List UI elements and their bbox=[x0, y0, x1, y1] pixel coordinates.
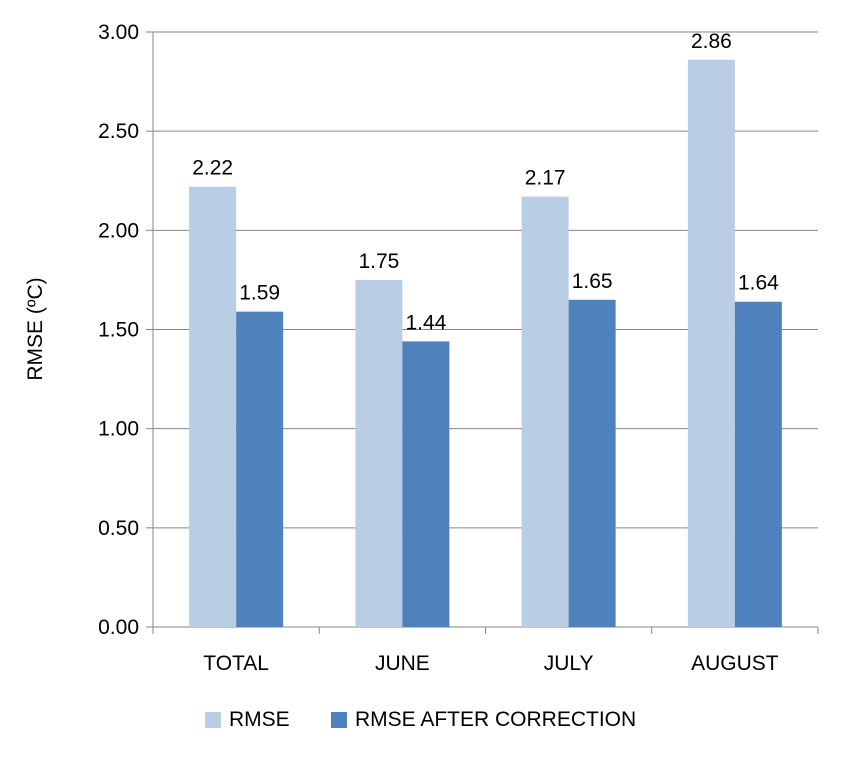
data-label: 1.44 bbox=[405, 311, 446, 334]
y-tick-label: 1.50 bbox=[98, 319, 139, 342]
y-tick-label: 2.50 bbox=[98, 120, 139, 143]
data-label: 2.86 bbox=[691, 30, 732, 53]
x-tick-label: JULY bbox=[544, 652, 594, 675]
bar-total-series-1 bbox=[236, 311, 284, 627]
legend: RMSE RMSE AFTER CORRECTION bbox=[0, 700, 850, 740]
data-label: 1.75 bbox=[358, 250, 399, 273]
bars bbox=[189, 59, 782, 628]
x-tick-label: JUNE bbox=[375, 652, 430, 675]
legend-label-rmse: RMSE bbox=[229, 708, 290, 731]
legend-label-rmse-after-correction: RMSE AFTER CORRECTION bbox=[355, 708, 637, 731]
data-label: 2.17 bbox=[525, 167, 566, 190]
axes: 0.00 0.50 1.00 1.50 2.00 2.50 3.00 TOTAL JUNE JUL… bbox=[98, 21, 819, 675]
y-axis-title: RMSE (ºC) bbox=[24, 277, 47, 380]
x-tick-label: TOTAL bbox=[203, 652, 269, 675]
data-label: 1.64 bbox=[738, 272, 779, 295]
y-tick-label: 1.00 bbox=[98, 418, 139, 441]
bar-june-series-1 bbox=[402, 341, 450, 627]
legend-swatch-rmse bbox=[205, 712, 221, 728]
data-label: 1.65 bbox=[572, 270, 613, 293]
data-label: 2.22 bbox=[192, 157, 233, 180]
bar-june-series-0 bbox=[355, 279, 403, 627]
legend-swatch-rmse-after-correction bbox=[331, 712, 347, 728]
x-tick-label: AUGUST bbox=[691, 652, 779, 675]
bar-chart-canvas: 0.00 0.50 1.00 1.50 2.00 2.50 3.00 TOTAL JUNE JUL… bbox=[24, 21, 819, 675]
y-tick-label: 0.50 bbox=[98, 517, 139, 540]
y-tick-label: 2.00 bbox=[98, 219, 139, 242]
labels: 2.22 1.59 1.75 1.44 2.17 1.65 2.86 1.64 bbox=[192, 30, 779, 335]
bar-august-series-1 bbox=[734, 301, 782, 627]
y-tick-label: 3.00 bbox=[98, 21, 139, 44]
bar-july-series-0 bbox=[521, 196, 569, 627]
bar-total-series-0 bbox=[189, 186, 237, 627]
bar-august-series-0 bbox=[687, 59, 735, 628]
data-label: 1.59 bbox=[239, 282, 280, 305]
y-tick-label: 0.00 bbox=[98, 616, 139, 639]
legend-item-rmse: RMSE bbox=[205, 708, 290, 732]
bar-july-series-1 bbox=[568, 299, 616, 627]
legend-item-rmse-after-correction: RMSE AFTER CORRECTION bbox=[331, 708, 636, 732]
